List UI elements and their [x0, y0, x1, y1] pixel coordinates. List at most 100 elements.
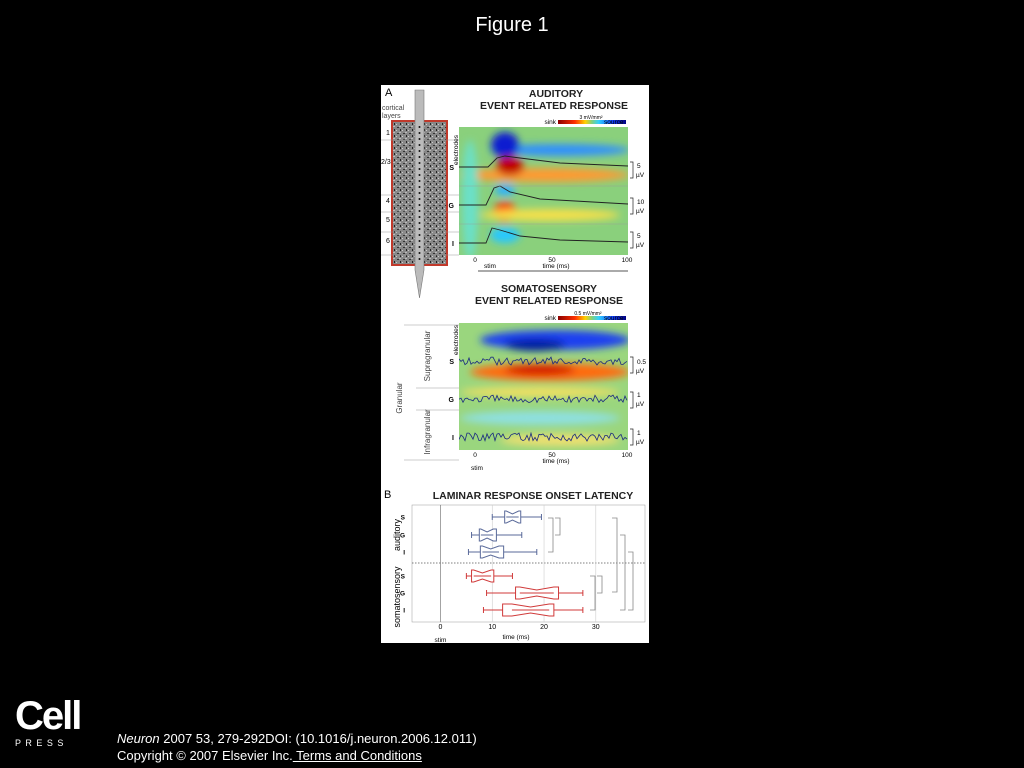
- csd-heatmap: [459, 323, 628, 450]
- layer-label: 4: [386, 198, 390, 205]
- layer-name: Supragranular: [423, 330, 432, 381]
- section-title: EVENT RELATED RESPONSE: [480, 100, 628, 112]
- terms-link[interactable]: Terms and Conditions: [292, 748, 422, 763]
- copyright: Copyright © 2007 Elsevier Inc. Terms and…: [117, 748, 422, 763]
- probe-contact: [418, 186, 421, 188]
- probe-contact: [418, 222, 421, 224]
- colorbar: [558, 120, 626, 124]
- colorbar-label: source: [604, 315, 624, 322]
- scale-unit: µV: [636, 368, 645, 375]
- scale-unit: µV: [636, 242, 645, 249]
- section-title: EVENT RELATED RESPONSE: [475, 295, 623, 307]
- x-tick-label: 30: [592, 624, 600, 631]
- row-lines: [459, 185, 628, 225]
- amplitude-scales: 0.5 µV 1 µV 1 µV: [636, 359, 646, 446]
- probe-contact: [418, 138, 421, 140]
- scale-value: 10: [637, 199, 645, 206]
- cortex-heading: cortical: [382, 105, 405, 112]
- probe-contact: [418, 168, 421, 170]
- colorbar-scale: 0.5 mV/mm²: [574, 311, 602, 317]
- probe-contact: [418, 252, 421, 254]
- layer-name: Infragranular: [423, 409, 432, 455]
- layer-label: 6: [386, 238, 390, 245]
- probe-contact: [418, 162, 421, 164]
- slide-title: Figure 1: [475, 14, 549, 36]
- probe-contact: [418, 174, 421, 176]
- colorbar-label: sink: [544, 119, 556, 126]
- logo-wordmark: Cell: [15, 694, 82, 738]
- row-label: G: [449, 203, 455, 210]
- stim-label: stim: [435, 637, 447, 643]
- scale-value: 5: [637, 233, 641, 240]
- row-label: I: [403, 550, 405, 557]
- significance-brackets: [548, 517, 634, 611]
- journal: Neuron: [117, 731, 160, 746]
- probe-contact: [418, 126, 421, 128]
- probe-contact: [418, 216, 421, 218]
- row-label: S: [449, 165, 454, 172]
- probe-contact: [418, 258, 421, 260]
- probe-contact: [418, 144, 421, 146]
- group-label: somatosensory: [392, 566, 402, 628]
- plot-frame: [411, 504, 646, 623]
- x-tick-label: 100: [622, 257, 633, 264]
- scale-unit: µV: [636, 172, 645, 179]
- amplitude-scales: 5 µV 10 µV 5 µV: [636, 163, 645, 249]
- x-tick-label: 0: [439, 624, 443, 631]
- layer-name: Granular: [395, 382, 404, 413]
- chart-title: LAMINAR RESPONSE ONSET LATENCY: [433, 490, 633, 502]
- lfp-trace: [459, 394, 628, 404]
- x-axis-label: time (ms): [542, 263, 569, 270]
- logo-sub: P R E S S: [15, 738, 65, 748]
- group-label: auditory: [392, 518, 402, 551]
- probe-contact: [418, 210, 421, 212]
- csd-heatmap: [459, 127, 628, 255]
- colorbar: [558, 316, 626, 320]
- scale-value: 0.5: [637, 359, 646, 366]
- scale-unit: µV: [636, 401, 645, 408]
- x-axis-label: time (ms): [502, 634, 529, 641]
- scale-unit: µV: [636, 439, 645, 446]
- probe-contact: [418, 234, 421, 236]
- layer-label: 1: [386, 130, 390, 137]
- stim-label: stim: [471, 465, 483, 472]
- lfp-trace: [459, 356, 628, 367]
- section-title: SOMATOSENSORY: [501, 283, 597, 295]
- cortex-heading: layers: [382, 113, 401, 120]
- row-label: G: [449, 397, 455, 404]
- row-label: I: [452, 435, 454, 442]
- probe-contact: [418, 246, 421, 248]
- scale-unit: µV: [636, 208, 645, 215]
- probe-contact: [418, 192, 421, 194]
- x-tick-label: 10: [488, 624, 496, 631]
- citation: Neuron 2007 53, 279-292DOI: (10.1016/j.n…: [117, 731, 477, 746]
- probe-contact: [418, 156, 421, 158]
- x-axis-label: time (ms): [542, 458, 569, 465]
- layer-lines: [404, 324, 459, 461]
- x-tick-label: 50: [548, 452, 556, 459]
- row-label: I: [452, 241, 454, 248]
- probe-contact: [418, 150, 421, 152]
- figure: A cortical layers 1 2/3 4 5 6 AUDITORY E…: [381, 85, 649, 643]
- x-tick-label: 20: [540, 624, 548, 631]
- section-title: AUDITORY: [529, 88, 583, 100]
- colorbar-scale: 3 mV/mm²: [579, 115, 602, 121]
- stim-bar: [478, 270, 628, 272]
- probe-contact: [418, 180, 421, 182]
- row-label: S: [401, 515, 406, 522]
- probe-contact: [418, 228, 421, 230]
- stim-label: stim: [484, 263, 496, 270]
- x-tick-label: 0: [473, 452, 477, 459]
- panel-label: B: [384, 489, 391, 501]
- x-tick-label: 100: [622, 452, 633, 459]
- row-label: I: [403, 608, 405, 615]
- row-label: G: [400, 591, 405, 598]
- x-tick-label: 0: [473, 257, 477, 264]
- x-tick-label: 50: [548, 257, 556, 264]
- scale-value: 1: [637, 430, 641, 437]
- colorbar-label: sink: [544, 315, 556, 322]
- row-label: G: [400, 533, 405, 540]
- probe-contacts: [418, 126, 421, 260]
- citation-details: 2007 53, 279-292DOI: (10.1016/j.neuron.2…: [159, 731, 477, 746]
